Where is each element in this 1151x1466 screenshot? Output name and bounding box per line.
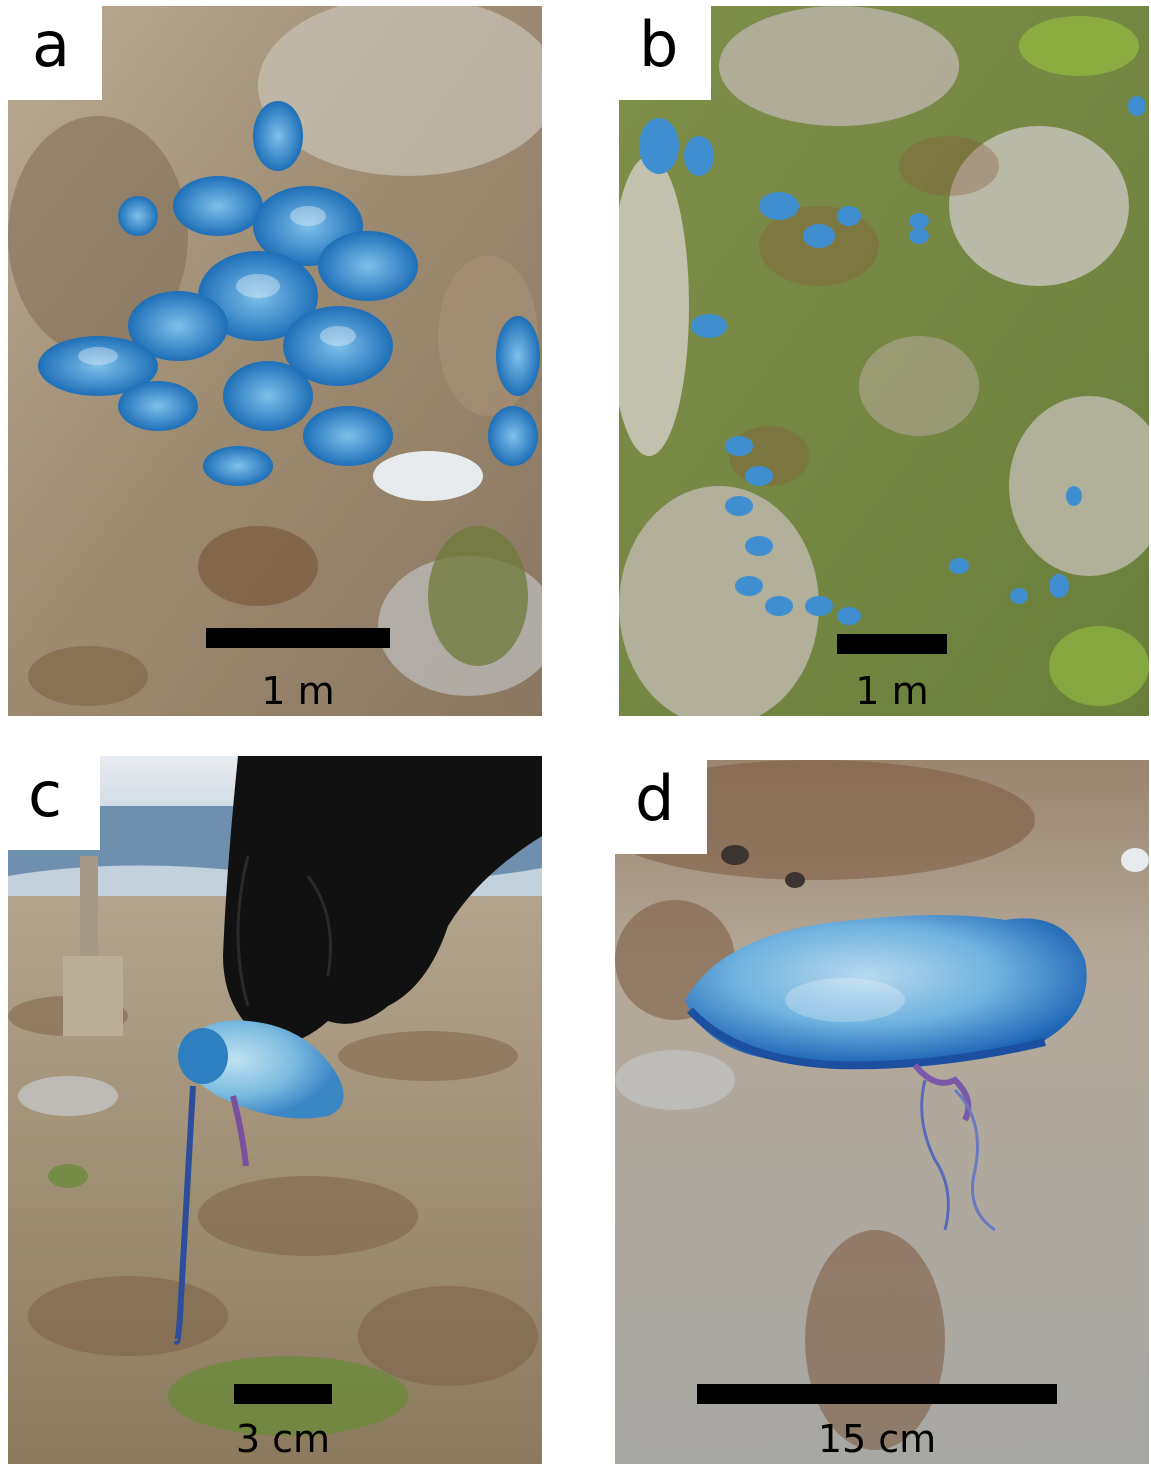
photo-panel-d: d 15 cm bbox=[615, 760, 1149, 1464]
photo-panel-a: a 1 m bbox=[8, 6, 542, 716]
panel-label: d bbox=[615, 760, 707, 854]
photo-panel-b: b 1 m bbox=[619, 6, 1149, 716]
scale-bar bbox=[837, 634, 947, 654]
photo-velella-stranding-cluster bbox=[8, 6, 542, 716]
panel-label: c bbox=[8, 756, 100, 850]
scale-bar bbox=[697, 1384, 1057, 1404]
panel-label: b bbox=[619, 6, 711, 100]
scale-bar bbox=[206, 628, 390, 648]
scale-bar-label: 1 m bbox=[855, 669, 929, 713]
photo-velella-on-moss bbox=[619, 6, 1149, 716]
photo-single-velella-closeup bbox=[615, 760, 1149, 1464]
scale-bar-label: 15 cm bbox=[817, 1417, 937, 1461]
panel-label: a bbox=[8, 6, 102, 100]
photo-velella-held-in-glove bbox=[8, 756, 542, 1464]
scale-bar bbox=[234, 1384, 332, 1404]
scale-bar-label: 3 cm bbox=[235, 1417, 331, 1461]
scale-bar-label: 1 m bbox=[261, 669, 335, 713]
photo-panel-c: c 3 cm bbox=[8, 756, 542, 1464]
